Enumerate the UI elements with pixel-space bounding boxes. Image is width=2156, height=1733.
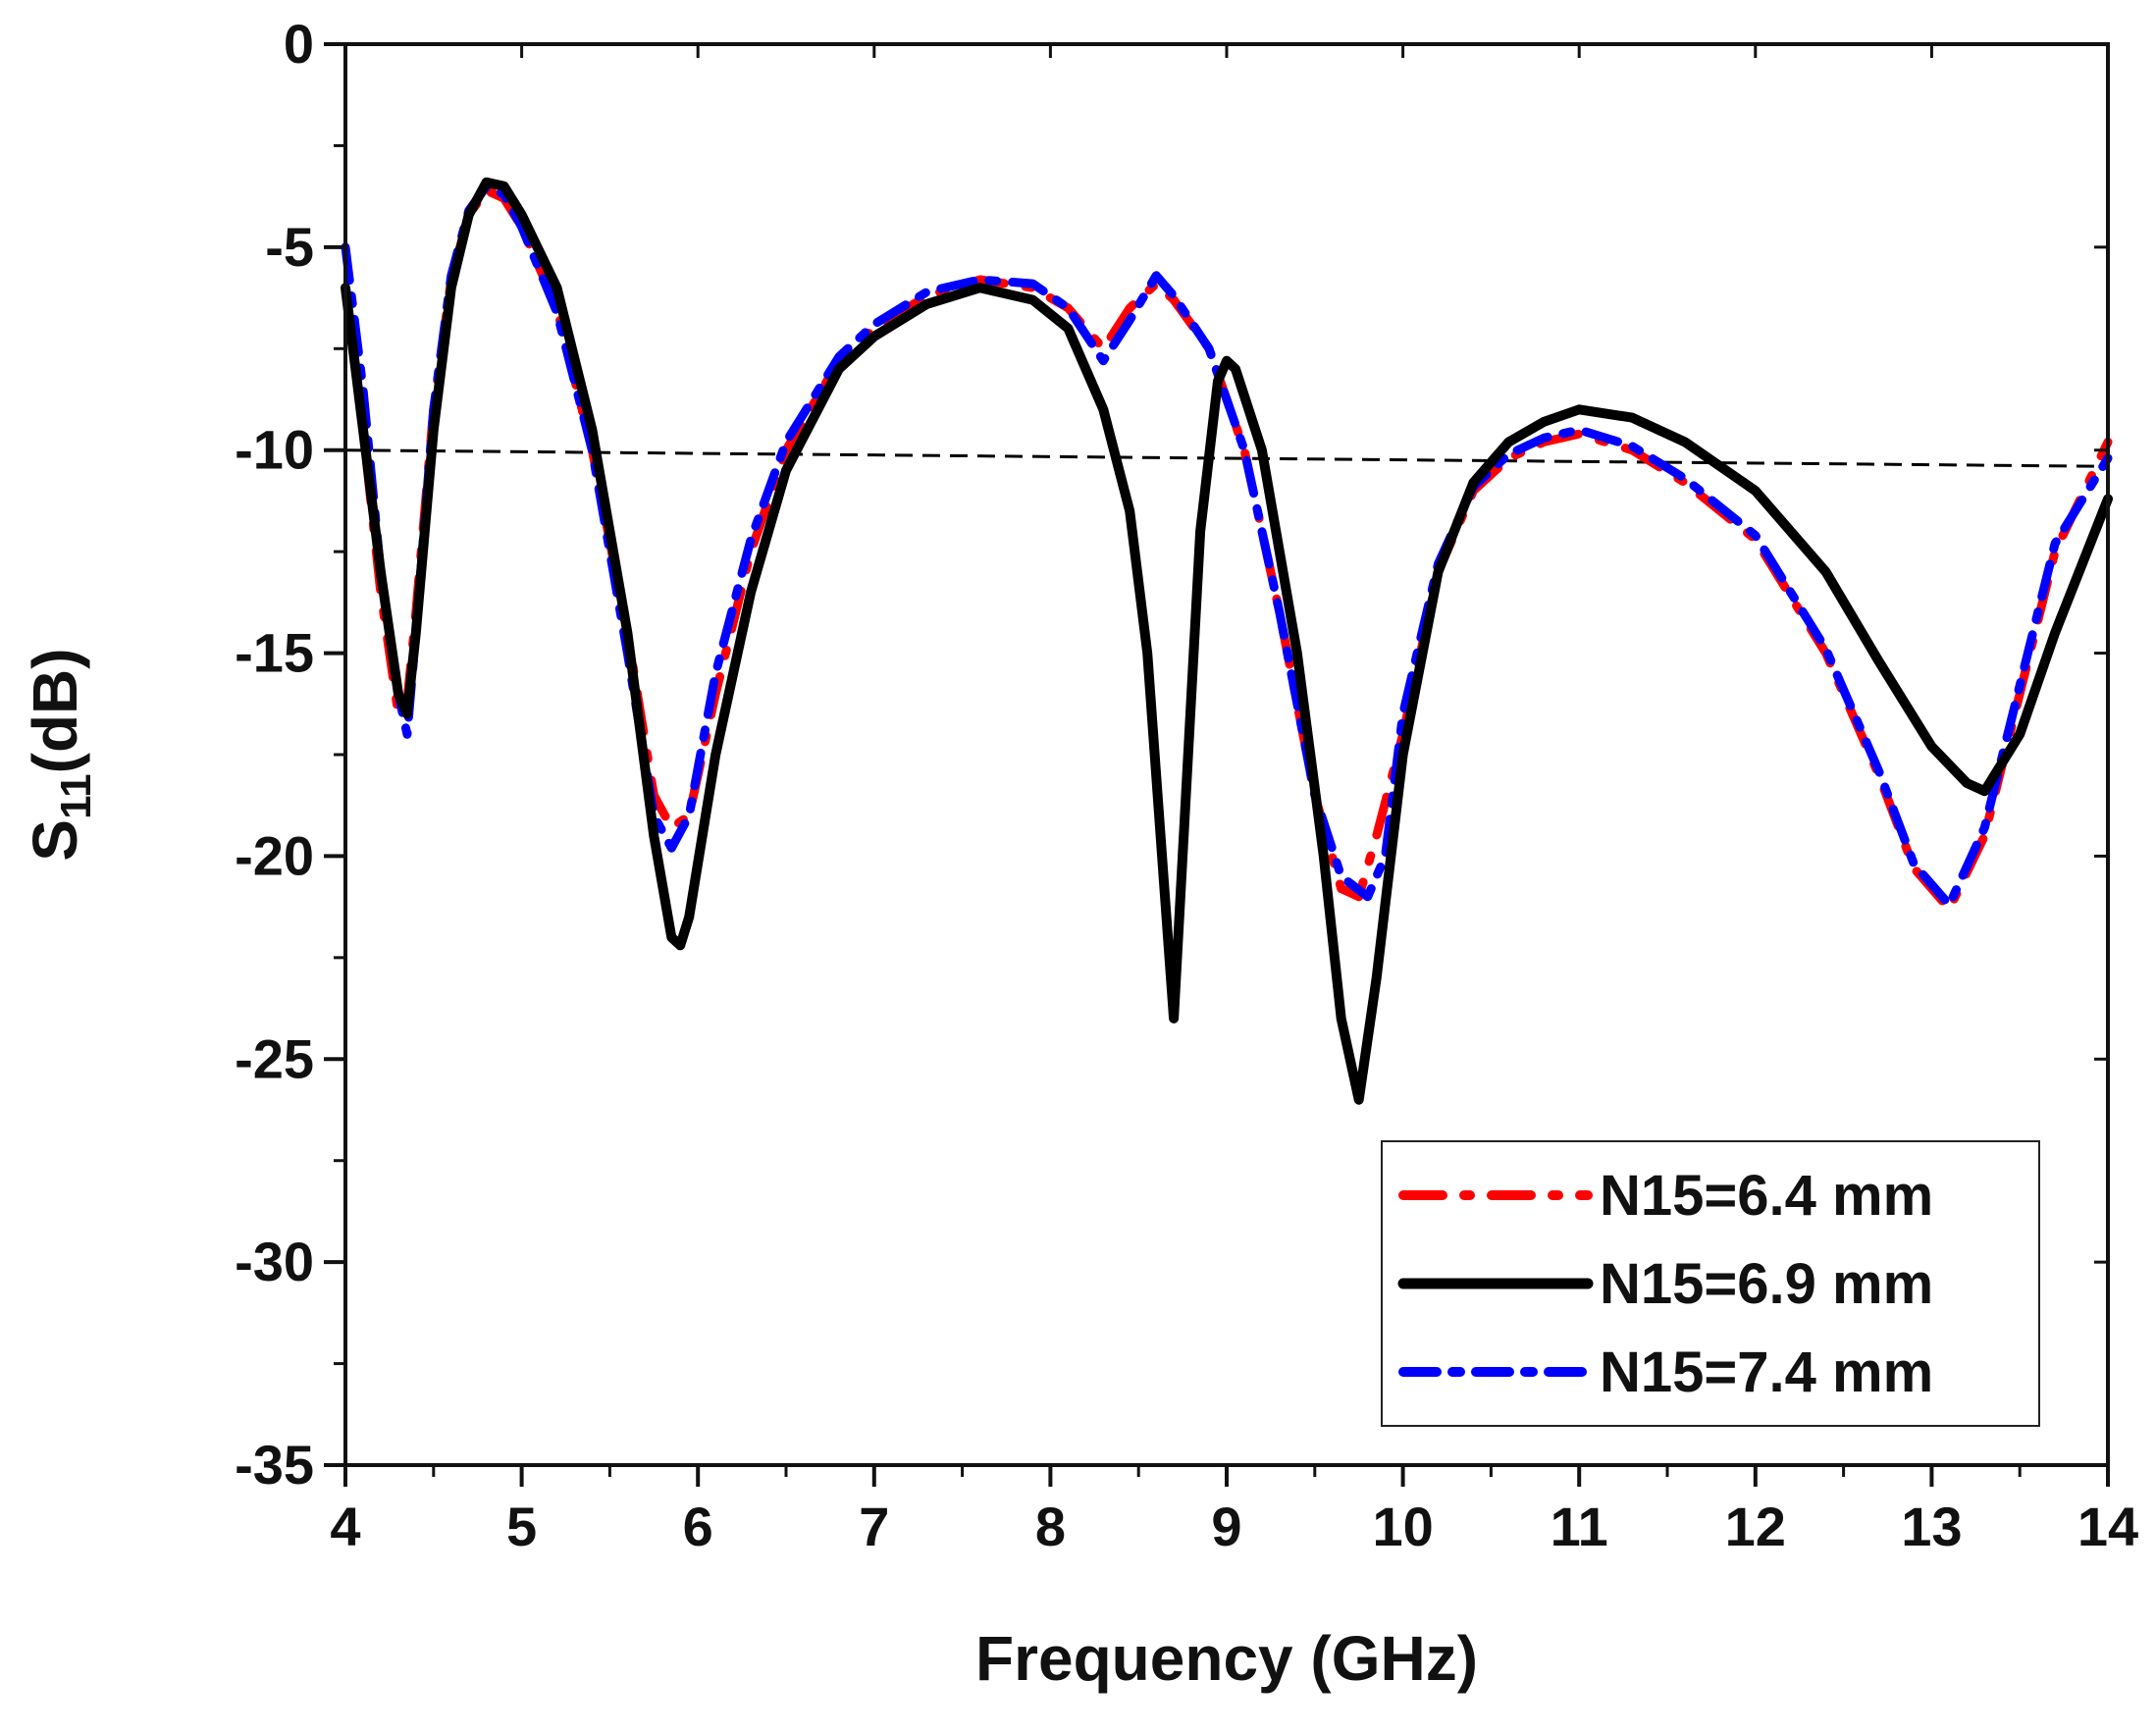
y-tick-label: -35	[235, 1434, 314, 1496]
y-tick-label: -15	[235, 622, 314, 684]
y-tick-label: 0	[284, 13, 314, 75]
x-tick-label: 11	[1551, 1496, 1608, 1557]
y-axis: 0 -5 -10 -15 -20 -25 -30 -35	[235, 13, 2108, 1496]
x-axis-title: Frequency (GHz)	[975, 1623, 1478, 1694]
y-axis-title-main: S	[20, 819, 90, 862]
x-tick-label: 13	[1901, 1496, 1962, 1557]
legend-label-2: N15=6.9 mm	[1600, 1252, 1933, 1316]
y-axis-title: S11(dB)	[20, 648, 100, 861]
series-line-2	[341, 177, 2113, 1105]
x-tick-label: 5	[506, 1496, 537, 1557]
x-tick-label: 9	[1211, 1496, 1241, 1557]
x-tick-label: 14	[2077, 1496, 2138, 1557]
reference-line-layer	[344, 448, 2109, 468]
x-tick-label: 4	[330, 1496, 360, 1557]
y-axis-title-suffix: (dB)	[20, 648, 90, 773]
x-tick-label: 8	[1035, 1496, 1066, 1557]
y-axis-title-subscript: 11	[52, 773, 100, 819]
y-tick-label: -20	[235, 824, 314, 886]
y-tick-label: -5	[265, 216, 314, 278]
x-axis: 4 5 6 7 8 9 10 11 12 13 14	[330, 44, 2138, 1557]
y-tick-label: -30	[235, 1231, 314, 1292]
x-tick-label: 12	[1725, 1496, 1786, 1557]
reference-line	[344, 448, 2109, 468]
series-line-1	[341, 185, 2113, 914]
y-tick-label: -25	[235, 1027, 314, 1089]
legend-label-1: N15=6.4 mm	[1600, 1164, 1933, 1228]
x-tick-label: 7	[859, 1496, 889, 1557]
legend-label-3: N15=7.4 mm	[1600, 1340, 1933, 1404]
y-tick-label: -10	[235, 419, 314, 481]
x-tick-label: 6	[683, 1496, 713, 1557]
legend: N15=6.4 mm N15=6.9 mm N15=7.4 mm	[1381, 1140, 2040, 1427]
series-layer	[341, 177, 2113, 1105]
x-tick-label: 10	[1372, 1496, 1433, 1557]
